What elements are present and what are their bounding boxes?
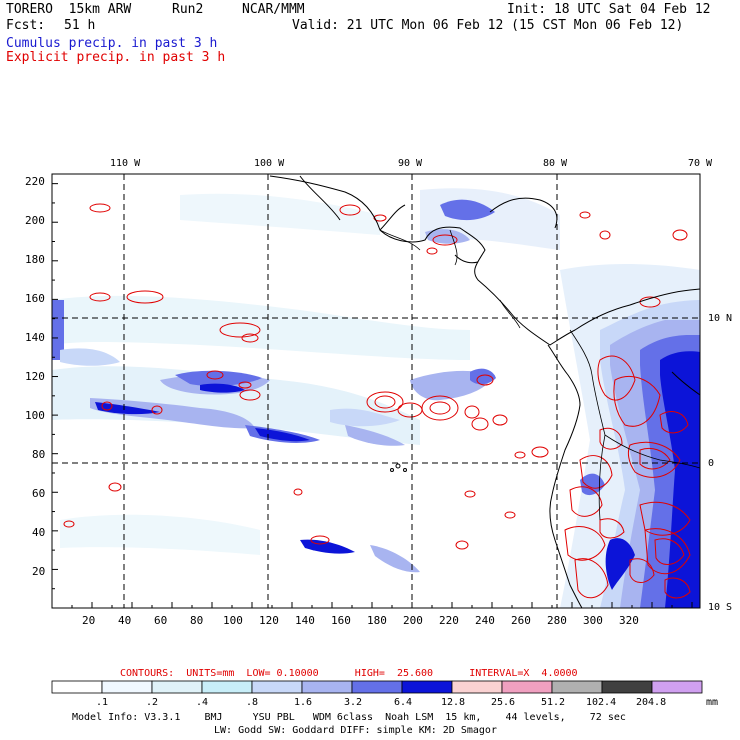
y-tick-label: 220 xyxy=(25,175,45,188)
colorbar-swatch xyxy=(251,680,303,694)
colorbar-swatch xyxy=(201,680,253,694)
colorbar-unit: mm xyxy=(706,697,719,708)
field-explicit-label: Explicit precip. in past 3 h xyxy=(6,50,226,65)
model-title: TORERO 15km ARW xyxy=(6,2,132,17)
colorbar-swatch xyxy=(351,680,403,694)
colorbar-label: 25.6 xyxy=(491,697,516,708)
x-tick-label: 320 xyxy=(619,614,639,627)
contours-info: CONTOURS: UNITS=mm LOW= 0.10000 HIGH= 25… xyxy=(120,668,578,679)
valid-time: Valid: 21 UTC Mon 06 Feb 12 (15 CST Mon … xyxy=(292,18,684,33)
map-frame xyxy=(51,173,701,609)
forecast-label: Fcst: xyxy=(6,18,46,33)
colorbar-swatch xyxy=(651,680,703,694)
coastlines xyxy=(269,175,700,608)
x-tick-label: 140 xyxy=(295,614,315,627)
x-tick-label: 220 xyxy=(439,614,459,627)
lon-label-70w: 70 W xyxy=(688,158,713,169)
model-info: Model Info: V3.3.1 BMJ YSU PBL WDM 6clas… xyxy=(72,712,626,723)
colorbar-label: 12.8 xyxy=(441,697,466,708)
field-cumulus-label: Cumulus precip. in past 3 h xyxy=(6,36,218,51)
y-tick-label: 100 xyxy=(25,409,45,422)
x-tick-label: 280 xyxy=(547,614,567,627)
lat-label-10s: 10 S xyxy=(708,602,733,613)
colorbar-label: 204.8 xyxy=(636,697,667,708)
colorbar-label: .4 xyxy=(196,697,209,708)
colorbar-swatch xyxy=(601,680,653,694)
colorbar-label: 6.4 xyxy=(394,697,413,708)
x-tick-label: 180 xyxy=(367,614,387,627)
axis-ticks xyxy=(51,183,693,609)
y-tick-label: 200 xyxy=(25,214,45,227)
x-tick-label: 200 xyxy=(403,614,423,627)
x-tick-label: 40 xyxy=(118,614,132,627)
explicit-precip-contours xyxy=(63,203,691,599)
colorbar-swatch xyxy=(451,680,503,694)
y-tick-label: 120 xyxy=(25,370,45,383)
country-borders xyxy=(379,229,700,521)
x-tick-label: 240 xyxy=(475,614,495,627)
colorbar-label: 3.2 xyxy=(344,697,363,708)
colorbar-swatch xyxy=(101,680,153,694)
colorbar-swatch xyxy=(551,680,603,694)
colorbar-label: 1.6 xyxy=(294,697,313,708)
run-label: Run2 xyxy=(172,2,204,17)
lon-label-100w: 100 W xyxy=(254,158,285,169)
x-tick-label: 120 xyxy=(259,614,279,627)
y-tick-label: 40 xyxy=(32,526,46,539)
colorbar-swatch xyxy=(301,680,353,694)
init-time: Init: 18 UTC Sat 04 Feb 12 xyxy=(507,2,711,17)
colorbar-label: .1 xyxy=(96,697,109,708)
colorbar-swatch xyxy=(401,680,453,694)
lat-label-0: 0 xyxy=(708,458,715,469)
colorbar-label: .2 xyxy=(146,697,159,708)
model-physics: LW: Godd SW: Goddard DIFF: simple KM: 2D… xyxy=(214,725,497,736)
y-tick-label: 60 xyxy=(32,487,46,500)
lon-label-90w: 90 W xyxy=(398,158,423,169)
x-tick-label: 60 xyxy=(154,614,168,627)
x-tick-label: 260 xyxy=(511,614,531,627)
colorbar-label: .8 xyxy=(246,697,259,708)
colorbar-swatch xyxy=(151,680,203,694)
lon-label-80w: 80 W xyxy=(543,158,568,169)
x-tick-label: 20 xyxy=(82,614,96,627)
colorbar xyxy=(51,680,703,694)
x-tick-label: 160 xyxy=(331,614,351,627)
org-label: NCAR/MMM xyxy=(242,2,305,17)
y-tick-label: 20 xyxy=(32,565,46,578)
lat-lon-grid xyxy=(52,174,700,608)
x-tick-label: 80 xyxy=(190,614,204,627)
y-tick-label: 140 xyxy=(25,331,45,344)
y-tick-label: 80 xyxy=(32,448,46,461)
y-tick-label: 180 xyxy=(25,253,45,266)
x-tick-label: 300 xyxy=(583,614,603,627)
lon-label-110w: 110 W xyxy=(110,158,141,169)
lat-label-10n: 10 N xyxy=(708,313,733,324)
colorbar-label: 51.2 xyxy=(541,697,566,708)
colorbar-swatch xyxy=(501,680,553,694)
colorbar-swatch xyxy=(51,680,103,694)
forecast-hours: 51 h xyxy=(64,18,96,33)
colorbar-label: 102.4 xyxy=(586,697,617,708)
x-tick-label: 100 xyxy=(223,614,243,627)
y-tick-label: 160 xyxy=(25,292,45,305)
